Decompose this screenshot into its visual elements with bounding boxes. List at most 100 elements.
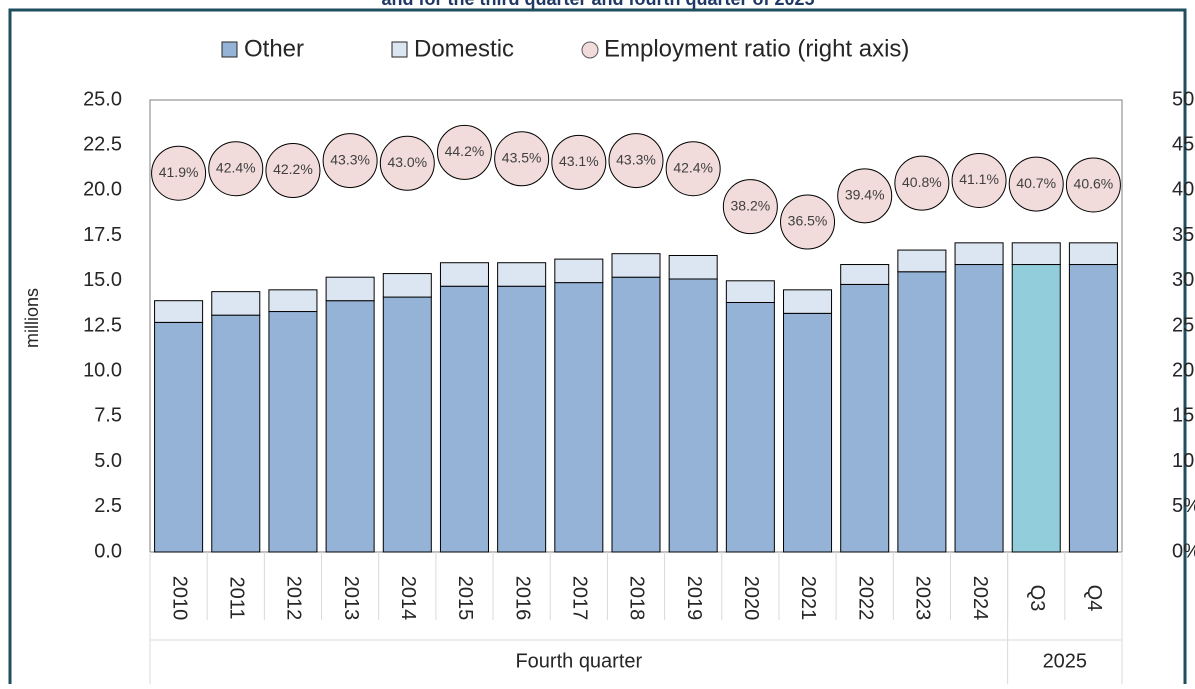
ratio-marker — [151, 145, 207, 201]
bar-domestic — [725, 280, 775, 303]
y2-tick-label: 20% — [1172, 359, 1195, 381]
ratio-label: 43.5% — [502, 149, 542, 165]
bar-domestic — [1011, 242, 1061, 266]
bar-domestic — [554, 258, 604, 284]
bar-domestic — [897, 249, 947, 273]
ratio-label: 38.2% — [731, 197, 771, 213]
x-tick-label: 2022 — [854, 576, 876, 621]
y2-tick-label: 40% — [1172, 179, 1195, 201]
legend-marker — [581, 41, 599, 59]
y2-tick-label: 15% — [1172, 405, 1195, 427]
x-tick-label: 2023 — [912, 576, 934, 621]
bar-other — [668, 278, 718, 553]
ratio-marker — [265, 143, 321, 199]
ratio-label: 44.2% — [445, 143, 485, 159]
x-tick-label: 2024 — [969, 576, 991, 621]
group-label: Fourth quarter — [515, 650, 642, 672]
ratio-label: 40.7% — [1016, 175, 1056, 191]
y2-tick-label: 30% — [1172, 269, 1195, 291]
ratio-label: 41.9% — [159, 164, 199, 180]
ratio-label: 43.3% — [330, 151, 370, 167]
x-tick-label: 2011 — [225, 576, 247, 619]
bar-other — [840, 283, 890, 553]
ratio-marker — [722, 179, 778, 235]
ratio-label: 43.3% — [616, 151, 656, 167]
bar-other — [954, 264, 1004, 553]
bar-domestic — [1068, 242, 1118, 266]
ratio-marker — [1008, 156, 1064, 212]
ratio-label: 41.1% — [959, 171, 999, 187]
x-tick-label: Q4 — [1083, 585, 1105, 612]
bar-domestic — [954, 242, 1004, 266]
legend-marker — [391, 41, 408, 58]
bar-domestic — [611, 253, 661, 278]
legend-label: Employment ratio (right axis) — [604, 35, 909, 62]
y2-tick-label: 50% — [1172, 88, 1195, 110]
bar-other — [497, 285, 547, 553]
legend-label: Domestic — [414, 35, 514, 62]
bar-other — [154, 321, 204, 553]
bar-domestic — [439, 262, 489, 287]
y-tick-label: 7.5 — [94, 405, 122, 427]
bar-other — [439, 285, 489, 553]
bar-domestic — [154, 300, 204, 323]
bar-other — [382, 296, 432, 553]
bar-domestic — [268, 289, 318, 313]
ratio-label: 42.4% — [673, 159, 713, 175]
ratio-marker — [208, 141, 264, 197]
ratio-marker — [951, 152, 1007, 208]
y-tick-label: 22.5 — [83, 133, 122, 155]
ratio-marker — [551, 134, 607, 190]
ratio-marker — [494, 131, 550, 187]
bar-other — [211, 314, 261, 553]
x-tick-label: 2021 — [797, 576, 819, 621]
y-tick-label: 12.5 — [83, 314, 122, 336]
bar-other — [554, 282, 604, 553]
ratio-label: 40.8% — [902, 174, 942, 190]
ratio-marker — [322, 133, 378, 189]
y-tick-label: 10.0 — [83, 359, 122, 381]
legend-label: Other — [244, 35, 304, 62]
ratio-label: 43.0% — [387, 154, 427, 170]
x-tick-label: Q3 — [1026, 585, 1048, 612]
y-tick-label: 2.5 — [94, 495, 122, 517]
legend-marker — [221, 41, 238, 58]
bar-domestic — [382, 273, 432, 298]
frame — [8, 8, 1187, 689]
chart-title: and for the third quarter and fourth qua… — [381, 0, 814, 9]
bar-other — [611, 276, 661, 553]
ratio-marker — [379, 135, 435, 191]
ratio-marker — [894, 155, 950, 211]
x-tick-label: 2016 — [511, 576, 533, 621]
bar-domestic — [497, 262, 547, 287]
bar-domestic — [783, 289, 833, 314]
group-label: 2025 — [1043, 650, 1088, 672]
x-tick-label: 2014 — [397, 576, 419, 621]
bar-other — [325, 300, 375, 553]
y2-tick-label: 5% — [1172, 495, 1195, 517]
bar-other — [725, 301, 775, 553]
ratio-marker — [1065, 157, 1121, 213]
y-tick-label: 25.0 — [83, 88, 122, 110]
x-tick-label: 2015 — [454, 576, 476, 621]
x-tick-label: 2012 — [283, 576, 305, 621]
bar-domestic — [211, 291, 261, 316]
y-tick-label: 15.0 — [83, 269, 122, 291]
ratio-marker — [780, 194, 836, 250]
ratio-marker — [837, 168, 893, 224]
y-tick-label: 20.0 — [83, 179, 122, 201]
ratio-label: 43.1% — [559, 153, 599, 169]
x-tick-label: 2020 — [740, 576, 762, 621]
ratio-label: 42.2% — [273, 161, 313, 177]
y-axis-label: millions — [22, 288, 42, 348]
y-tick-label: 0.0 — [94, 540, 122, 562]
x-tick-label: 2019 — [683, 576, 705, 621]
bar-domestic — [668, 254, 718, 280]
x-tick-label: 2013 — [340, 576, 362, 621]
ratio-marker — [436, 124, 492, 180]
bar-other — [1068, 264, 1118, 553]
y2-tick-label: 35% — [1172, 224, 1195, 246]
bar-other — [268, 311, 318, 553]
ratio-marker — [608, 133, 664, 189]
bar-domestic — [325, 276, 375, 302]
